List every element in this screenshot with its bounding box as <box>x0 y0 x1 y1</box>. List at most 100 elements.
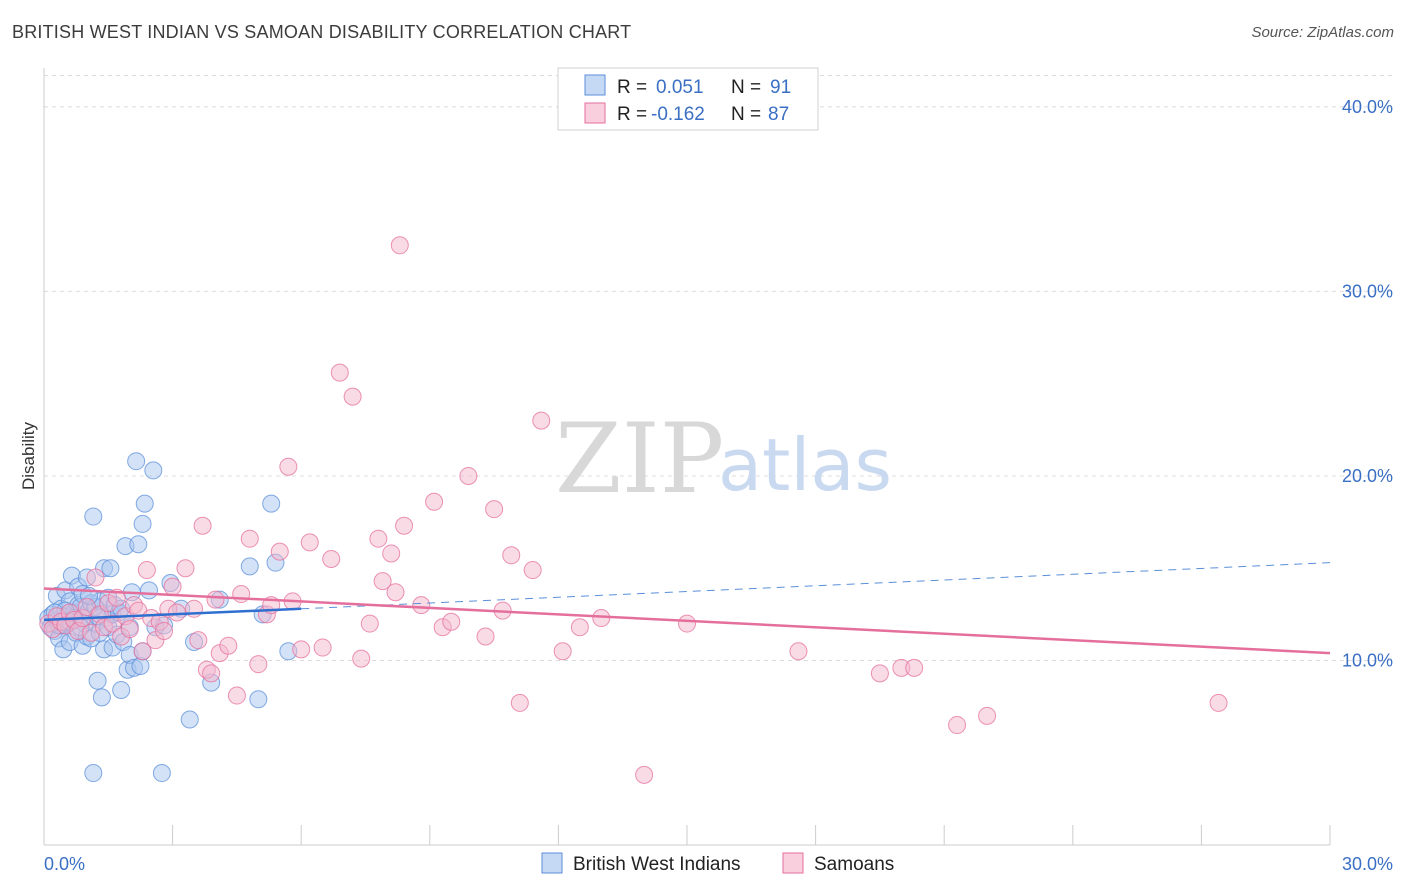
watermark: ZIP atlas <box>555 403 892 515</box>
watermark-atlas: atlas <box>718 423 892 507</box>
point-samoan-53 <box>352 649 371 668</box>
point-british-west-indian-61 <box>133 514 152 533</box>
point-samoan-54 <box>360 614 379 633</box>
bottom-legend-label-pink: Samoans <box>814 854 894 875</box>
point-british-west-indian-62 <box>135 494 154 513</box>
point-british-west-indian-70 <box>180 710 199 729</box>
point-samoan-72 <box>532 411 551 430</box>
point-samoan-31 <box>176 559 195 578</box>
y-axis-label: Disability <box>19 421 38 490</box>
point-samoan-64 <box>442 612 461 631</box>
point-samoan-22 <box>133 642 152 661</box>
x-tick-label-0: 0.0% <box>44 854 85 874</box>
point-british-west-indian-77 <box>262 494 281 513</box>
legend-swatch-blue <box>584 74 606 96</box>
point-samoan-55 <box>369 529 388 548</box>
point-samoan-62 <box>425 492 444 511</box>
point-samoan-81 <box>905 658 924 677</box>
x-tick-label-1: 30.0% <box>1342 854 1393 874</box>
series-samoans <box>39 236 1228 784</box>
point-british-west-indian-33 <box>88 671 107 690</box>
y-tick-label-1: 20.0% <box>1342 466 1393 486</box>
point-samoan-74 <box>570 618 589 637</box>
point-samoan-73 <box>553 642 572 661</box>
point-samoan-83 <box>978 706 997 725</box>
point-british-west-indian-30 <box>84 507 103 526</box>
legend-r-value-2: -0.162 <box>651 104 705 125</box>
point-samoan-76 <box>635 765 654 784</box>
point-samoan-66 <box>476 627 495 646</box>
point-samoan-85 <box>189 631 208 650</box>
point-samoan-19 <box>120 620 139 639</box>
point-samoan-61 <box>412 596 431 615</box>
point-british-west-indian-80 <box>84 764 103 783</box>
point-british-west-indian-36 <box>92 688 111 707</box>
y-tick-label-0: 10.0% <box>1342 650 1393 670</box>
y-tick-labels: 10.0% 20.0% 30.0% 40.0% <box>1342 97 1393 671</box>
point-samoan-67 <box>485 500 504 519</box>
point-samoan-42 <box>249 655 268 674</box>
point-british-west-indian-59 <box>131 657 150 676</box>
point-samoan-58 <box>386 583 405 602</box>
point-samoan-57 <box>382 544 401 563</box>
legend-r-label-2: R = <box>617 104 647 125</box>
point-samoan-69 <box>502 546 521 565</box>
point-samoan-50 <box>322 549 341 568</box>
point-samoan-84 <box>1209 693 1228 712</box>
source-label: Source: ZipAtlas.com <box>1251 24 1394 41</box>
point-samoan-35 <box>202 664 221 683</box>
point-samoan-51 <box>330 363 349 382</box>
axes <box>43 68 1331 846</box>
point-samoan-33 <box>193 516 212 535</box>
point-samoan-56 <box>373 572 392 591</box>
trend-line-blue <box>43 607 302 622</box>
point-british-west-indian-48 <box>112 681 131 699</box>
point-samoan-30 <box>167 603 186 622</box>
legend-swatch-pink <box>584 102 606 124</box>
trend-lines <box>43 562 1331 655</box>
y-tick-label-3: 40.0% <box>1342 97 1393 117</box>
point-british-west-indian-74 <box>240 557 259 576</box>
point-samoan-36 <box>206 590 225 609</box>
trend-line-blue-extension <box>301 562 1331 610</box>
legend-r-value-1: 0.051 <box>656 77 704 98</box>
point-samoan-47 <box>292 640 311 659</box>
point-british-west-indian-75 <box>249 690 268 709</box>
legend-r-label-1: R = <box>617 77 647 98</box>
point-samoan-41 <box>240 529 259 548</box>
legend-n-value-2: 87 <box>768 104 789 125</box>
point-samoan-40 <box>232 585 251 604</box>
x-tick-labels: 0.0% 30.0% <box>44 854 1393 874</box>
point-samoan-78 <box>789 642 808 661</box>
point-samoan-71 <box>523 561 542 580</box>
point-samoan-82 <box>948 716 967 735</box>
point-samoan-29 <box>163 577 182 596</box>
point-samoan-60 <box>390 236 409 255</box>
point-samoan-79 <box>870 664 889 683</box>
chart-title: BRITISH WEST INDIAN VS SAMOAN DISABILITY… <box>12 22 632 42</box>
point-samoan-23 <box>137 561 156 580</box>
point-samoan-49 <box>313 638 332 657</box>
y-tick-label-2: 30.0% <box>1342 281 1393 301</box>
bottom-legend-swatch-blue <box>541 852 563 874</box>
bottom-legend-label-blue: British West Indians <box>573 854 741 875</box>
series-legend: British West Indians Samoans <box>541 852 894 875</box>
bottom-legend-swatch-pink <box>782 852 804 874</box>
point-samoan-48 <box>300 533 319 552</box>
point-british-west-indian-42 <box>101 559 120 578</box>
correlation-legend: R = 0.051 N = 91 R = -0.162 N = 87 <box>557 67 819 131</box>
point-samoan-59 <box>395 516 414 535</box>
point-samoan-77 <box>678 614 696 633</box>
point-samoan-46 <box>279 457 298 476</box>
point-samoan-70 <box>510 693 529 712</box>
point-samoan-45 <box>270 542 289 561</box>
point-british-west-indian-63 <box>140 581 159 600</box>
point-samoan-38 <box>219 636 238 655</box>
point-samoan-65 <box>459 466 478 485</box>
point-british-west-indian-58 <box>129 535 148 554</box>
point-samoan-52 <box>343 387 362 406</box>
point-samoan-39 <box>227 686 246 705</box>
point-british-west-indian-64 <box>144 461 163 480</box>
legend-n-value-1: 91 <box>770 77 791 98</box>
